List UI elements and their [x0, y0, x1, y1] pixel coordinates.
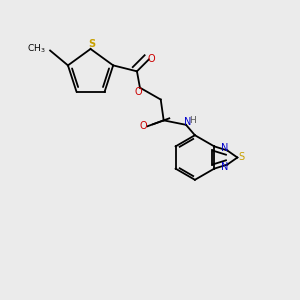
Text: O: O — [140, 121, 147, 131]
Text: N: N — [184, 117, 191, 128]
Text: S: S — [238, 152, 244, 162]
Text: S: S — [88, 40, 96, 50]
Text: N: N — [221, 143, 229, 153]
Text: O: O — [135, 86, 142, 97]
Text: CH$_3$: CH$_3$ — [27, 43, 46, 55]
Text: H: H — [189, 116, 196, 124]
Text: O: O — [147, 53, 155, 64]
Text: N: N — [221, 162, 229, 172]
